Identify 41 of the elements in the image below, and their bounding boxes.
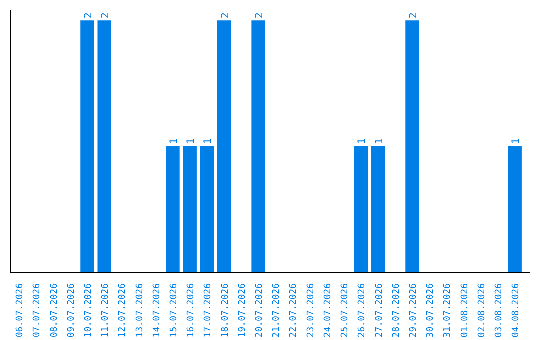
x-tick-label: 23.07.2026 (306, 283, 316, 338)
x-tick-label: 17.07.2026 (204, 283, 214, 338)
data-label: 2 (83, 12, 94, 19)
x-tick-label: 21.07.2026 (272, 283, 282, 338)
x-tick-label: 07.07.2026 (32, 283, 43, 338)
x-tick-label: 14.07.2026 (152, 283, 162, 338)
x-tick-label: 22.07.2026 (289, 283, 300, 338)
data-label: 2 (220, 12, 232, 19)
x-tick-label: 15.07.2026 (170, 283, 180, 338)
x-tick-label: 11.07.2026 (101, 283, 112, 338)
x-tick-label: 13.07.2026 (135, 283, 146, 338)
x-tick-label: 25.07.2026 (340, 283, 351, 338)
x-tick-label: 09.07.2026 (66, 283, 77, 338)
x-tick-label: 16.07.2026 (186, 283, 197, 338)
data-label: 2 (408, 12, 420, 19)
data-label: 2 (100, 12, 112, 19)
x-tick-label: 04.08.2026 (512, 283, 522, 338)
x-tick-label: 29.07.2026 (408, 283, 419, 338)
x-tick-label: 08.07.2026 (50, 283, 60, 338)
x-tick-label: 28.07.2026 (392, 283, 402, 338)
data-label: 1 (169, 138, 180, 145)
x-tick-label: 19.07.2026 (238, 283, 248, 338)
data-label: 1 (357, 138, 368, 145)
x-tick-label: 24.07.2026 (323, 283, 334, 338)
data-label: 1 (186, 138, 198, 145)
x-tick-label: 27.07.2026 (374, 283, 385, 338)
x-tick-label: 31.07.2026 (443, 283, 454, 338)
x-tick-label: 03.08.2026 (494, 283, 504, 338)
data-label: 1 (374, 138, 386, 145)
x-tick-label: 02.08.2026 (477, 283, 488, 338)
x-tick-label: 30.07.2026 (426, 283, 436, 338)
x-tick-label: 10.07.2026 (84, 283, 94, 338)
data-label: 1 (511, 138, 522, 145)
x-tick-label: 06.07.2026 (16, 283, 26, 338)
x-tick-label: 18.07.2026 (220, 283, 231, 338)
data-label: 1 (203, 138, 214, 145)
data-label: 2 (254, 12, 266, 19)
x-tick-label: 20.07.2026 (255, 283, 266, 338)
x-tick-label: 12.07.2026 (118, 283, 128, 338)
x-tick-label: 01.08.2026 (460, 283, 470, 338)
x-tick-label: 26.07.2026 (358, 283, 368, 338)
